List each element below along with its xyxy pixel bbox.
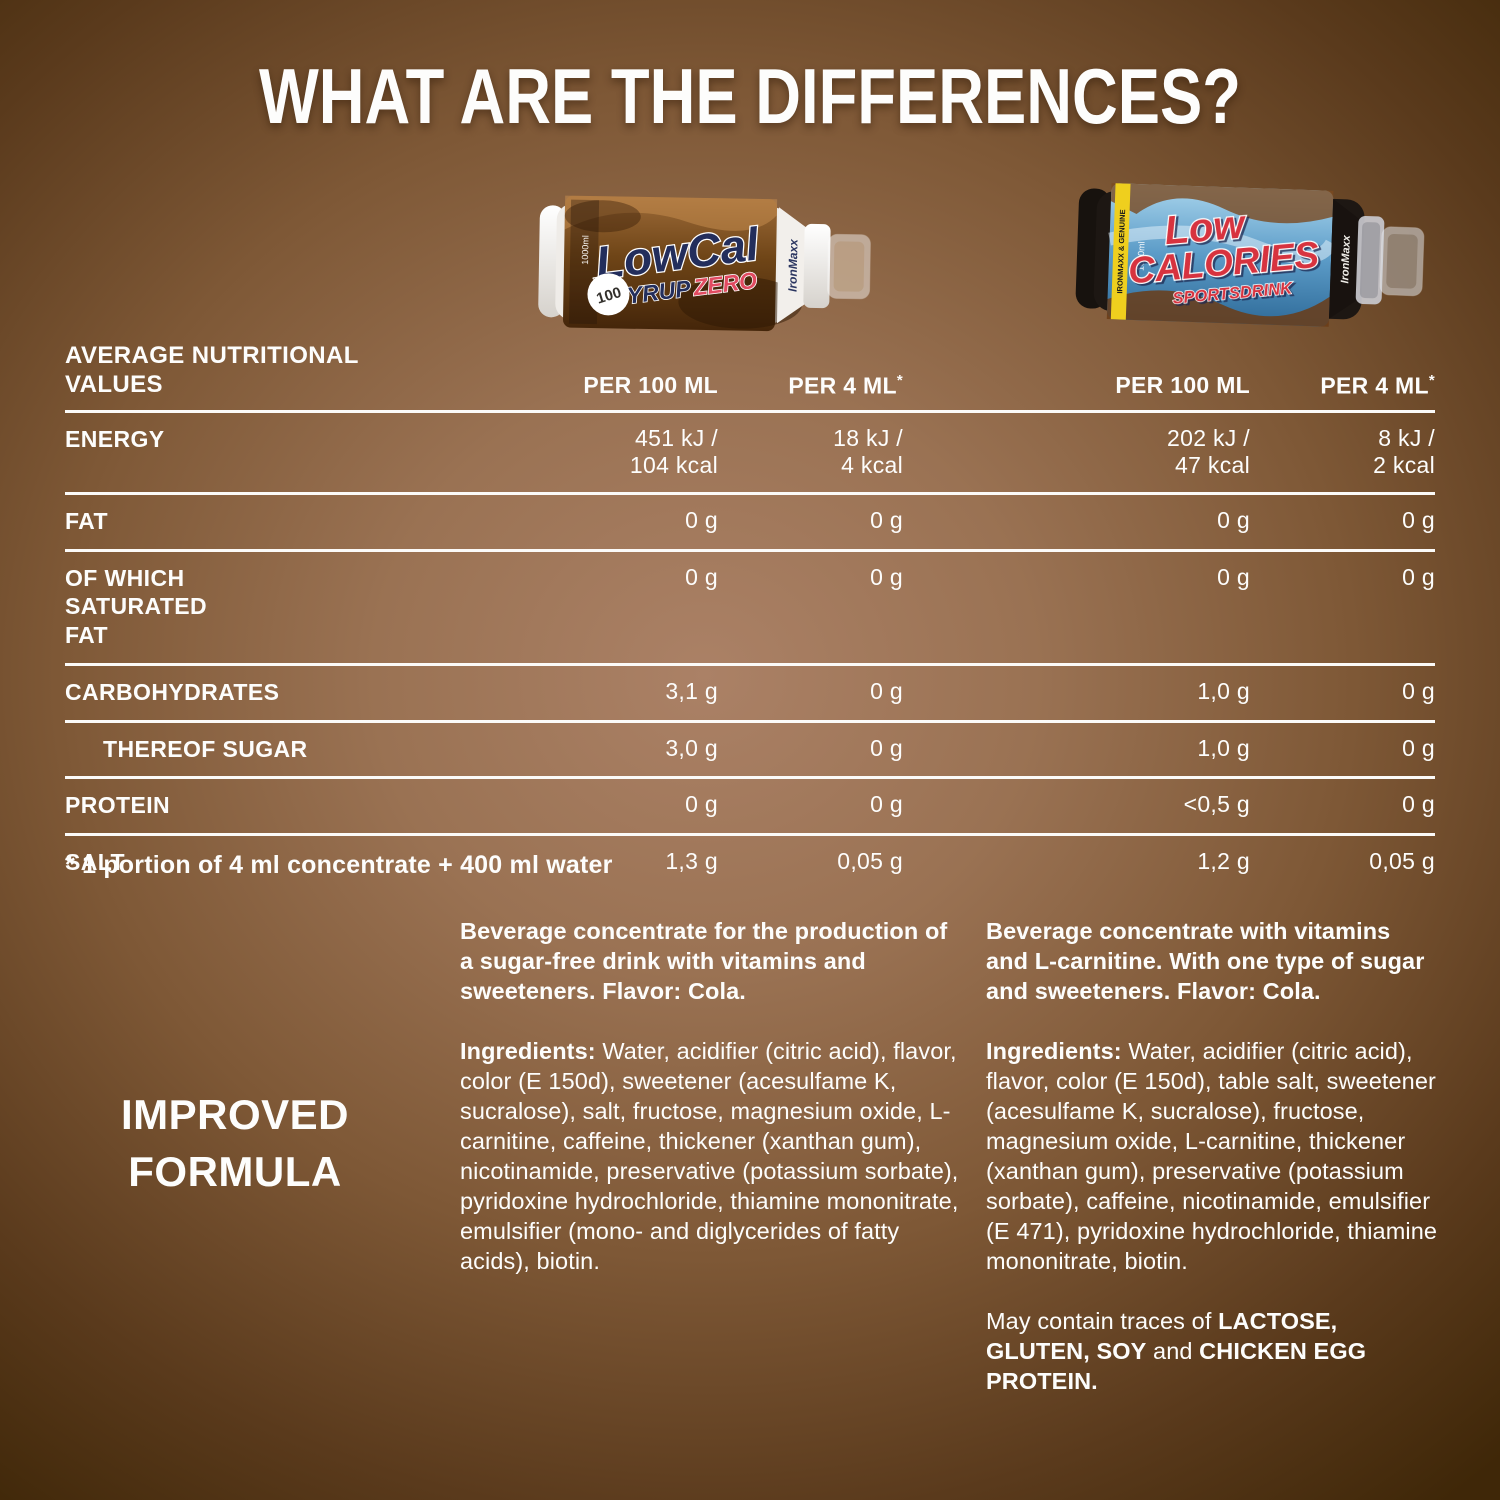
product-image-lowcal-syrup-zero: 1000ml COLA LowCal SYRUP ZERO 100 IronMa… xyxy=(536,190,872,338)
col-header-per-4ml-right: PER 4 ML* xyxy=(1320,371,1435,399)
table-header-label: AVERAGE NUTRITIONAL VALUES xyxy=(65,342,359,398)
ingredients-label: Ingredients: xyxy=(986,1038,1122,1064)
left-product-description-column: Beverage concentrate for the production … xyxy=(460,916,966,1276)
badge-100 xyxy=(587,273,630,316)
table-row-thereof-sugar: THEREOF SUGAR 3,0 g 0 g 1,0 g 0 g xyxy=(65,723,1435,780)
table-row-salt: SALT 1,3 g 0,05 g 1,2 g 0,05 g xyxy=(65,848,1435,876)
product-image-low-calories-sportsdrink: IRONMAXX & GENUINE 1000ml Low CALORIES S… xyxy=(1073,182,1427,336)
page-title: WHAT ARE THE DIFFERENCES? xyxy=(0,54,1500,140)
dosing-cup xyxy=(1379,226,1425,297)
dosing-cup-inner xyxy=(1386,234,1418,289)
dosing-cup xyxy=(827,233,871,300)
page-title-text: WHAT ARE THE DIFFERENCES? xyxy=(258,53,1242,141)
strip-text: IRONMAXX & GENUINE xyxy=(1115,209,1127,293)
cola-splash xyxy=(564,195,778,231)
table-header-row: AVERAGE NUTRITIONAL VALUES PER 100 ML PE… xyxy=(65,342,1435,413)
yellow-strip xyxy=(1110,183,1131,320)
left-product-description: Beverage concentrate for the production … xyxy=(460,918,948,1004)
table-row-carbohydrates: CARBOHYDRATES 3,1 g 0 g 1,0 g 0 g xyxy=(65,666,1435,723)
footnote-marker: * xyxy=(896,371,903,389)
dosing-cup-inner xyxy=(833,241,865,292)
right-product-ingredients: Ingredients: Water, acidifier (citric ac… xyxy=(986,1038,1438,1274)
right-product-description-column: Beverage concentrate with vitamins and L… xyxy=(986,916,1438,1396)
col-header-per-4ml-left: PER 4 ML* xyxy=(788,371,903,399)
bottle-cap xyxy=(803,223,831,309)
product-name-low: Low xyxy=(1163,202,1249,253)
volume-text: 1000ml xyxy=(1136,241,1147,271)
table-row-energy: ENERGY 451 kJ / 104 kcal 18 kJ / 4 kcal … xyxy=(65,413,1435,495)
cola-splash xyxy=(564,200,641,233)
col-header-per-100ml-left: PER 100 ML xyxy=(583,372,718,399)
improved-formula-label: IMPROVED FORMULA xyxy=(120,1091,350,1195)
badge-100-text: 100 xyxy=(594,284,623,308)
product-name-zero: ZERO xyxy=(691,267,759,301)
nutrition-table: AVERAGE NUTRITIONAL VALUES PER 100 ML PE… xyxy=(65,342,1435,890)
footnote-marker: * xyxy=(1428,371,1435,389)
lowcal-bottle-illustration: 1000ml COLA LowCal SYRUP ZERO 100 IronMa… xyxy=(538,195,871,332)
allergen-note: May contain traces of LACTOSE, GLUTEN, S… xyxy=(986,1308,1367,1394)
low-calories-bottle-illustration: IRONMAXX & GENUINE 1000ml Low CALORIES S… xyxy=(1075,183,1425,327)
cola-splash xyxy=(678,276,803,329)
cola-splash xyxy=(1110,183,1334,224)
volume-text: 1000ml xyxy=(580,235,591,265)
water-splash xyxy=(1108,225,1338,264)
table-row-fat: FAT 0 g 0 g 0 g 0 g xyxy=(65,495,1435,552)
table-row-protein: PROTEIN 0 g 0 g <0,5 g 0 g xyxy=(65,779,1435,837)
ingredients-label: Ingredients: xyxy=(460,1038,596,1064)
col-header-per-100ml-right: PER 100 ML xyxy=(1115,372,1250,399)
brand-logo: IronMaxx xyxy=(1339,234,1353,284)
right-product-description: Beverage concentrate with vitamins and L… xyxy=(986,918,1425,1004)
bottle-shoulder xyxy=(1328,198,1361,319)
table-row-saturated-fat: OF WHICH SATURATED FAT 0 g 0 g 0 g 0 g xyxy=(65,552,1435,666)
brand-logo: IronMaxx xyxy=(786,238,801,292)
left-product-ingredients: Ingredients: Water, acidifier (citric ac… xyxy=(460,1038,959,1274)
cola-splash xyxy=(1106,290,1330,327)
portion-footnote: * 1 portion of 4 ml concentrate + 400 ml… xyxy=(65,851,613,879)
bottle-shoulder xyxy=(776,207,807,324)
bottle-cap-inner xyxy=(1359,222,1381,299)
